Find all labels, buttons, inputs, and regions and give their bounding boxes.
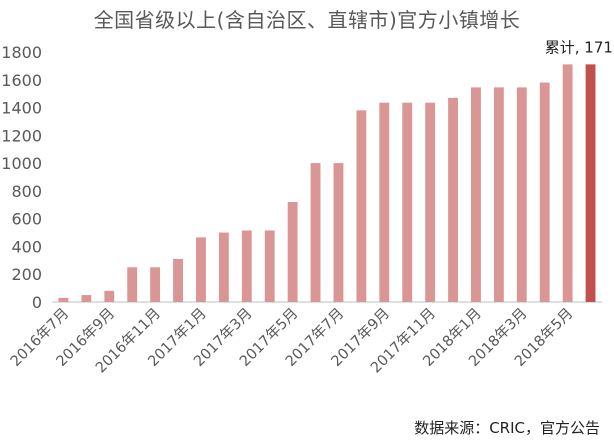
bar — [81, 295, 92, 302]
bar — [448, 97, 458, 302]
bar — [516, 87, 527, 303]
y-tick-label: 400 — [11, 237, 42, 256]
bar — [150, 267, 161, 302]
bar — [493, 87, 504, 303]
bar — [425, 102, 436, 302]
y-tick-label: 1400 — [1, 99, 42, 118]
y-tick-label: 1000 — [1, 154, 42, 173]
bar — [539, 82, 550, 302]
bar — [585, 64, 596, 302]
bar — [379, 102, 390, 302]
bar — [287, 202, 298, 302]
bar — [127, 267, 138, 302]
y-tick-label: 1800 — [1, 43, 42, 62]
bar — [310, 163, 321, 302]
data-label-annotation: 累计, 1711 — [545, 38, 614, 56]
bar — [264, 230, 275, 302]
bar — [218, 232, 229, 302]
bar — [173, 258, 183, 302]
y-tick-label: 1600 — [1, 71, 42, 90]
y-tick-label: 1200 — [1, 126, 42, 145]
bar — [402, 102, 413, 302]
bar — [562, 64, 573, 302]
y-tick-label: 0 — [32, 293, 42, 312]
bar — [58, 297, 69, 302]
chart-title: 全国省级以上(含自治区、直辖市)官方小镇增长 — [93, 8, 521, 32]
source-note: 数据来源：CRIC，官方公告 — [414, 419, 600, 437]
y-tick-label: 200 — [11, 265, 42, 284]
y-tick-label: 600 — [11, 210, 42, 229]
bar — [333, 163, 344, 302]
bar — [196, 237, 206, 302]
bar — [356, 110, 367, 302]
bar — [241, 230, 252, 302]
bar — [104, 290, 115, 302]
y-tick-label: 800 — [11, 182, 42, 201]
bar — [471, 87, 481, 303]
